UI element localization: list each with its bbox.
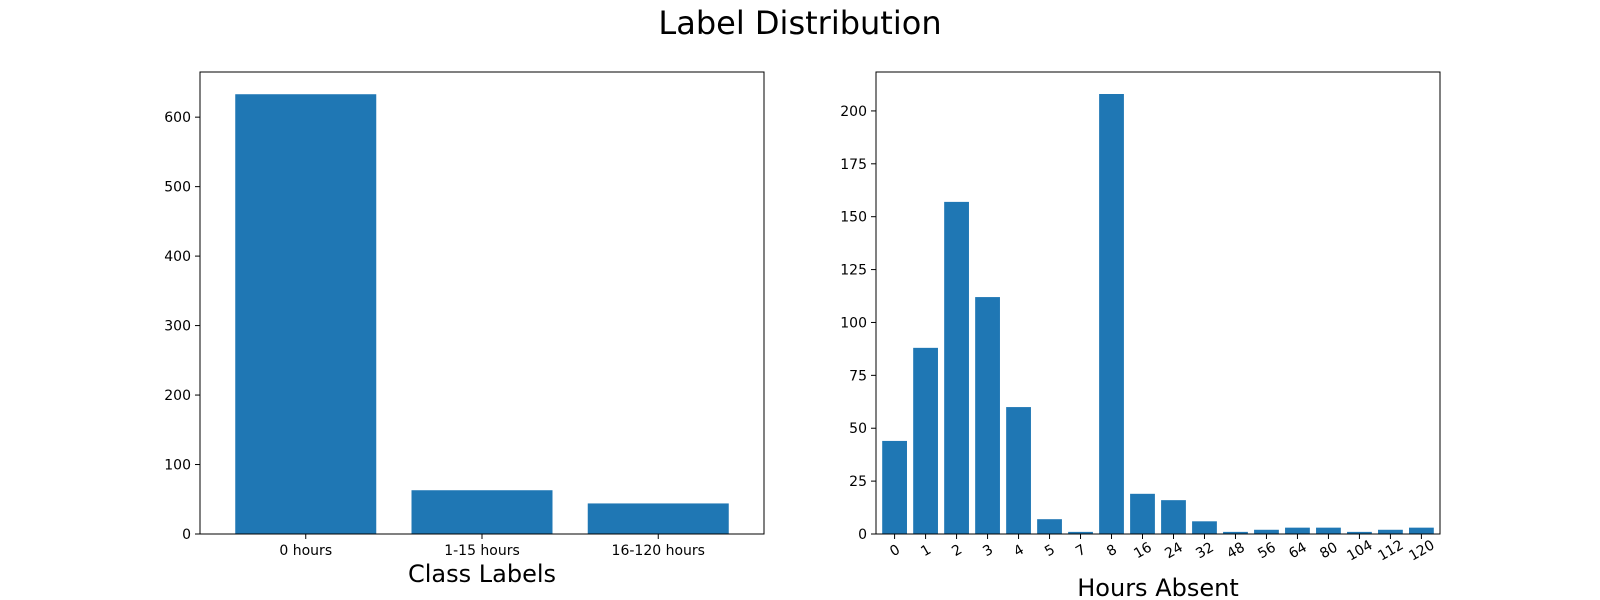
y-tick-label: 150 <box>840 210 867 226</box>
bar-3 <box>975 297 1000 534</box>
x-tick-label: 32 <box>1193 539 1216 562</box>
y-tick-label: 0 <box>858 527 867 543</box>
bar-0-hours <box>235 94 377 535</box>
y-tick-label: 125 <box>840 263 867 279</box>
x-tick-label: 7 <box>1073 542 1089 560</box>
x-tick-label: 56 <box>1255 539 1279 562</box>
x-tick-label: 5 <box>1042 542 1058 560</box>
bar-1 <box>913 347 938 534</box>
x-tick-label: 3 <box>980 542 996 560</box>
bar-32 <box>1192 521 1217 534</box>
x-tick-label: 48 <box>1224 539 1247 562</box>
x-tick-label: 1 <box>918 542 934 560</box>
y-tick-label: 200 <box>840 104 867 120</box>
x-tick-label: 0 <box>887 542 903 560</box>
y-tick-label: 600 <box>164 110 191 126</box>
x-tick-label: 8 <box>1104 542 1120 560</box>
y-tick-label: 400 <box>164 249 191 265</box>
bar-7 <box>1068 531 1093 534</box>
x-tick-label: 4 <box>1011 542 1027 560</box>
y-tick-label: 0 <box>182 527 191 543</box>
bar-1-15-hours <box>411 490 553 534</box>
plot-frame <box>875 71 1441 535</box>
y-tick-label: 100 <box>840 315 867 331</box>
x-tick-label: 0 hours <box>279 543 332 559</box>
x-axis-label: Class Labels <box>408 560 556 588</box>
bar-8 <box>1099 94 1124 534</box>
bar-104 <box>1347 531 1372 534</box>
bar-16 <box>1130 493 1155 534</box>
y-tick-label: 500 <box>164 180 191 196</box>
bar-80 <box>1316 527 1341 534</box>
bar-0 <box>882 440 907 534</box>
bar-112 <box>1378 529 1403 534</box>
y-tick-label: 200 <box>164 388 191 404</box>
bar-16-120-hours <box>587 503 729 534</box>
figure-title: Label Distribution <box>658 4 942 42</box>
bar-120 <box>1409 527 1434 534</box>
bar-56 <box>1254 529 1279 534</box>
y-tick-label: 100 <box>164 458 191 474</box>
x-tick-label: 112 <box>1375 537 1406 564</box>
bar-48 <box>1223 531 1248 534</box>
x-tick-label: 2 <box>949 542 965 560</box>
bar-2 <box>944 201 969 534</box>
x-tick-label: 16-120 hours <box>612 543 705 559</box>
x-axis-label: Hours Absent <box>1077 574 1238 600</box>
x-tick-label: 1-15 hours <box>444 543 520 559</box>
x-tick-label: 104 <box>1344 537 1375 564</box>
bar-64 <box>1285 527 1310 534</box>
x-tick-label: 24 <box>1162 539 1186 562</box>
x-tick-label: 64 <box>1286 539 1310 562</box>
y-tick-label: 25 <box>849 474 867 490</box>
y-tick-label: 175 <box>840 157 867 173</box>
bar-24 <box>1161 500 1186 534</box>
y-tick-label: 50 <box>849 421 867 437</box>
class-labels-bar-chart: 0 100 200 300 400 500 600 0 hours 1-15 hours 16-1… <box>164 71 765 588</box>
y-tick-label: 75 <box>849 368 867 384</box>
x-tick-label: 16 <box>1131 539 1155 562</box>
x-tick-label: 120 <box>1406 537 1437 564</box>
y-tick-label: 300 <box>164 319 191 335</box>
x-tick-label: 80 <box>1317 539 1340 562</box>
bar-5 <box>1037 519 1062 534</box>
bar-4 <box>1006 407 1031 534</box>
